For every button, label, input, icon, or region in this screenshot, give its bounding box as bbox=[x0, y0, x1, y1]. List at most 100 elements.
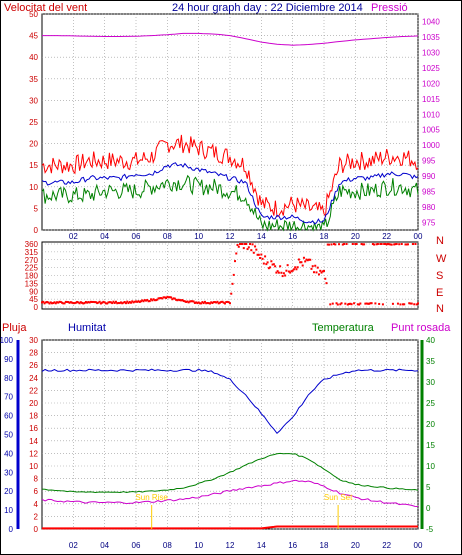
temperature-tick--5: -5 bbox=[426, 525, 434, 534]
direction-point bbox=[361, 243, 364, 246]
direction-point bbox=[133, 300, 136, 303]
direction-point bbox=[368, 302, 371, 305]
sun-marker-label-0: Sun Rise bbox=[135, 493, 168, 502]
direction-point bbox=[112, 300, 115, 303]
direction-point bbox=[182, 300, 185, 303]
temperature-tick-5: 5 bbox=[426, 483, 431, 492]
direction-point bbox=[417, 302, 419, 305]
direction-tick-0: 0 bbox=[34, 303, 39, 312]
direction-point bbox=[218, 301, 221, 304]
direction-point bbox=[177, 298, 180, 301]
direction-point bbox=[126, 300, 129, 303]
direction-point bbox=[101, 301, 104, 304]
direction-point bbox=[156, 298, 159, 301]
humidity-panel-frame bbox=[41, 339, 419, 530]
direction-point bbox=[180, 299, 183, 302]
direction-point bbox=[413, 303, 416, 306]
direction-point bbox=[282, 272, 285, 275]
direction-point bbox=[41, 301, 43, 304]
direction-point bbox=[245, 243, 248, 245]
direction-point bbox=[365, 302, 368, 305]
direction-point bbox=[324, 277, 327, 280]
direction-point bbox=[140, 300, 143, 303]
pressure-tick-1035: 1035 bbox=[422, 33, 440, 42]
direction-point bbox=[103, 301, 106, 304]
wind-tick-0: 0 bbox=[34, 226, 39, 235]
direction-point bbox=[173, 297, 176, 300]
direction-point bbox=[107, 301, 110, 304]
direction-point bbox=[366, 302, 369, 305]
direction-point bbox=[165, 297, 168, 300]
rain-tick-18: 18 bbox=[29, 412, 38, 421]
direction-point bbox=[207, 302, 210, 305]
direction-point bbox=[262, 262, 265, 265]
direction-point bbox=[229, 302, 231, 305]
direction-point bbox=[122, 301, 125, 304]
direction-point bbox=[217, 302, 220, 305]
direction-point bbox=[297, 258, 300, 261]
direction-tick-45: 45 bbox=[29, 295, 38, 304]
rain-tick-10: 10 bbox=[29, 462, 38, 471]
direction-point bbox=[381, 303, 384, 306]
direction-point bbox=[167, 296, 170, 299]
direction-point bbox=[86, 301, 89, 304]
direction-point bbox=[129, 301, 132, 304]
rain-axis-title: Pluja bbox=[2, 322, 27, 334]
direction-point bbox=[193, 301, 196, 304]
direction-point bbox=[147, 300, 150, 303]
direction-point bbox=[81, 301, 84, 304]
wind-tick-35: 35 bbox=[29, 75, 38, 84]
direction-point bbox=[124, 302, 127, 305]
direction-point bbox=[190, 300, 193, 303]
direction-point bbox=[255, 248, 258, 251]
direction-point bbox=[104, 302, 107, 305]
direction-point bbox=[359, 302, 362, 305]
direction-point bbox=[208, 302, 211, 305]
rain-tick-12: 12 bbox=[29, 449, 38, 458]
pressure-tick-1015: 1015 bbox=[422, 95, 440, 104]
direction-point bbox=[141, 299, 144, 302]
direction-point bbox=[284, 274, 287, 277]
direction-point bbox=[131, 300, 134, 303]
humidity-tick-60: 60 bbox=[4, 412, 13, 421]
wind-tick-20: 20 bbox=[29, 140, 38, 149]
direction-point bbox=[320, 271, 323, 274]
direction-point bbox=[114, 300, 117, 303]
compass-label-0: N bbox=[436, 235, 444, 247]
humidity-tick-90: 90 bbox=[4, 355, 13, 364]
direction-point bbox=[276, 270, 279, 273]
direction-point bbox=[69, 301, 72, 304]
humidity-tick-20: 20 bbox=[4, 487, 13, 496]
direction-point bbox=[380, 243, 383, 245]
direction-point bbox=[168, 296, 171, 299]
direction-point bbox=[319, 269, 322, 272]
direction-point bbox=[241, 243, 244, 245]
direction-point bbox=[388, 243, 391, 246]
wind-tick-5: 5 bbox=[34, 204, 39, 213]
direction-point bbox=[364, 302, 367, 305]
direction-point bbox=[195, 301, 198, 304]
direction-point bbox=[259, 257, 262, 260]
direction-point bbox=[99, 302, 102, 305]
axis-ticks: 0510152025303540455097598098599099510001… bbox=[0, 10, 447, 534]
direction-point bbox=[379, 243, 382, 245]
wind-average-line bbox=[41, 162, 419, 225]
direction-point bbox=[106, 302, 109, 305]
direction-point bbox=[239, 243, 242, 245]
rain-tick-6: 6 bbox=[34, 487, 39, 496]
direction-point bbox=[44, 301, 47, 304]
direction-point bbox=[328, 243, 331, 246]
direction-point bbox=[411, 243, 414, 246]
direction-point bbox=[256, 253, 259, 256]
direction-point bbox=[394, 243, 397, 246]
direction-point bbox=[264, 255, 267, 258]
pressure-tick-980: 980 bbox=[422, 203, 436, 212]
x-tick-labels: 02 02 04 04 06 06 08 08 10 10 12 12 14 14 16 16 18 18 20 20… bbox=[69, 232, 423, 550]
direction-point bbox=[307, 258, 310, 261]
wind-tick-30: 30 bbox=[29, 96, 38, 105]
direction-point bbox=[271, 263, 274, 266]
direction-point bbox=[403, 303, 406, 306]
direction-point bbox=[414, 243, 417, 245]
direction-point bbox=[102, 300, 105, 303]
